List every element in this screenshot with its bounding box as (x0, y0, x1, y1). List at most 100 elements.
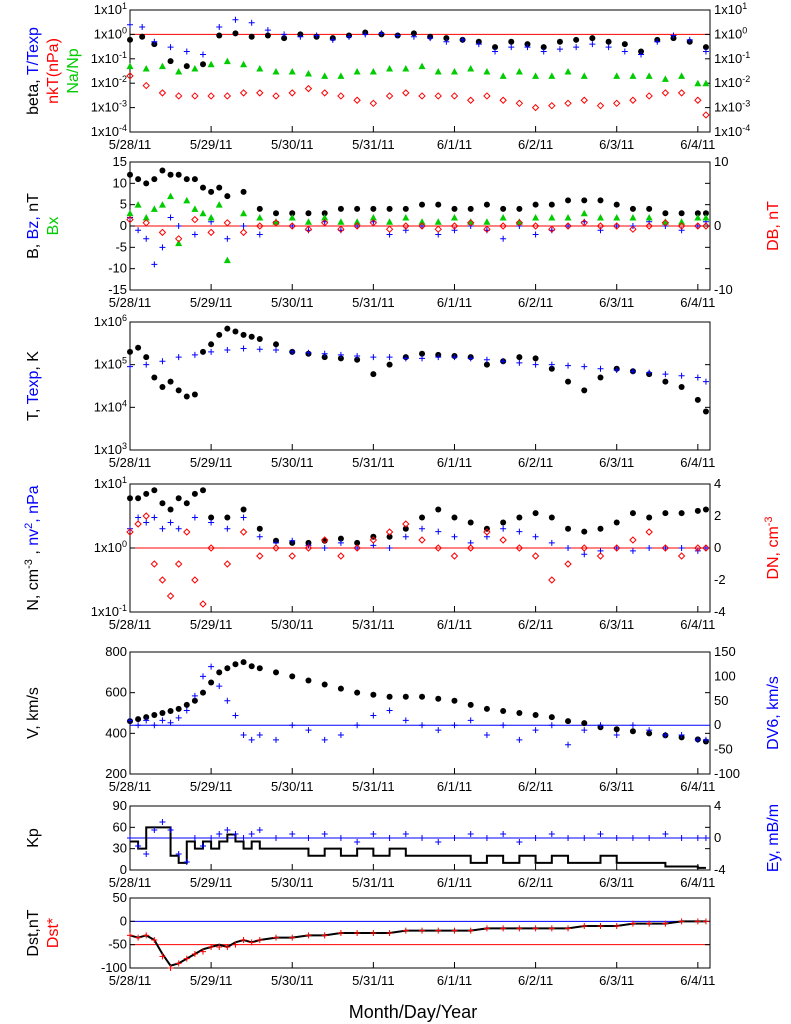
data-point (500, 519, 507, 526)
data-point (702, 79, 710, 87)
y2-tick-label: 0 (714, 830, 721, 845)
y-axis-label: Kp (25, 828, 42, 848)
data-point (354, 689, 361, 696)
data-point (451, 205, 458, 212)
data-point (256, 827, 263, 833)
data-point (548, 925, 555, 932)
data-point (694, 736, 701, 743)
data-point (678, 227, 685, 234)
data-point (450, 92, 459, 100)
data-point (240, 659, 247, 666)
x-tick-label: 6/3/11 (599, 973, 634, 988)
data-point (158, 89, 167, 97)
data-point (126, 215, 134, 224)
data-point (548, 72, 556, 79)
data-point (273, 347, 280, 354)
data-point (662, 731, 669, 738)
data-point (126, 62, 134, 70)
data-point (646, 205, 653, 212)
data-point (434, 68, 442, 75)
data-point (467, 717, 474, 724)
data-point (613, 99, 621, 108)
data-point (646, 835, 653, 841)
data-point (678, 835, 685, 841)
data-point (467, 218, 475, 225)
x-tick-label: 5/30/11 (271, 137, 313, 152)
data-point (354, 722, 361, 729)
data-point (158, 201, 166, 208)
data-point (450, 222, 459, 230)
data-point (224, 665, 231, 672)
data-point (548, 365, 555, 372)
data-point (256, 222, 264, 230)
y2-tick-label: 1x10-1 (714, 50, 750, 66)
data-point (183, 500, 190, 507)
x-tick-label: 5/29/11 (190, 455, 232, 470)
data-point (208, 514, 215, 521)
data-point (451, 354, 458, 361)
data-point (580, 219, 588, 227)
data-point (597, 227, 604, 234)
data-point (223, 256, 231, 264)
data-point (613, 545, 620, 551)
x-tick-label: 5/30/11 (271, 295, 313, 310)
data-point (150, 560, 159, 568)
data-point (565, 835, 572, 841)
data-point (596, 222, 605, 230)
data-point (191, 65, 199, 72)
data-point (224, 944, 231, 950)
y2-tick-label: 1x10-4 (714, 123, 750, 139)
data-point (467, 927, 474, 934)
data-point (661, 544, 670, 552)
data-point (597, 374, 604, 381)
data-point (565, 925, 572, 932)
data-point (386, 533, 393, 540)
data-point (232, 941, 239, 948)
data-point (451, 533, 458, 540)
data-point (127, 363, 133, 370)
y-tick-label: 1x10-1 (91, 603, 127, 619)
data-point (451, 514, 458, 521)
x-tick-label: 5/29/11 (190, 137, 232, 152)
data-point (662, 545, 669, 551)
y2-tick-label: 150 (714, 644, 736, 659)
data-point (613, 213, 621, 221)
data-point (354, 545, 361, 551)
data-point (337, 685, 344, 692)
data-point (694, 79, 702, 87)
data-point (183, 707, 190, 714)
y2-tick-label: -100 (714, 766, 740, 781)
data-point (304, 225, 313, 233)
data-point (167, 44, 174, 51)
panel-temperature: 1x103 1x104 1x105 1x106 5/28/11 5/29/11 5/30/1… (25, 313, 715, 470)
data-point (467, 831, 474, 837)
data-point (289, 537, 296, 544)
data-point (596, 552, 605, 560)
data-point (581, 923, 588, 929)
y-tick-label: -50 (108, 937, 127, 952)
data-point (702, 111, 710, 119)
data-point (548, 514, 555, 521)
panel-velocity: 200 400 600 800 -100 -50 0 50 100 150 5/28/11 5/29/… (25, 644, 782, 794)
data-point (483, 835, 490, 841)
data-point (564, 560, 572, 568)
data-point (208, 944, 215, 950)
data-point (386, 65, 394, 72)
y2-axis-label: DN, cm-3 (763, 516, 782, 579)
data-point (143, 519, 150, 526)
data-point (337, 930, 344, 936)
data-point (483, 92, 491, 100)
data-point (483, 225, 491, 233)
y-tick-label: 1x101 (94, 1, 127, 17)
data-point (694, 507, 701, 514)
y-tick-label: 1x10-4 (91, 123, 127, 139)
data-point (499, 536, 507, 544)
data-point (305, 727, 312, 734)
data-point (702, 835, 709, 841)
data-point (273, 669, 280, 676)
data-point (419, 835, 426, 841)
data-point (175, 705, 182, 712)
x-tick-label: 6/2/11 (518, 779, 553, 794)
data-point (466, 219, 475, 227)
data-point (613, 72, 621, 79)
